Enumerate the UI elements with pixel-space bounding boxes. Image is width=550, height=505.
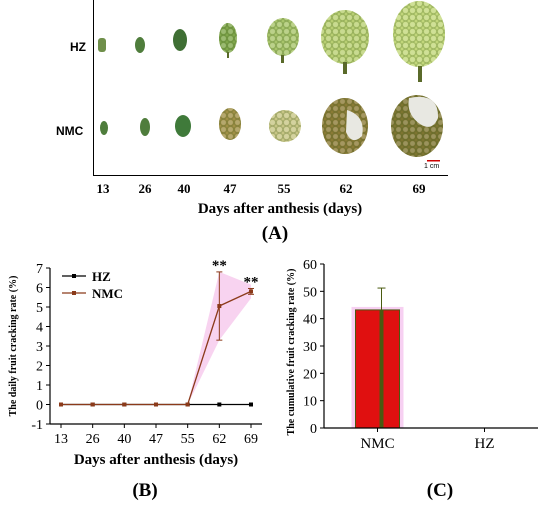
nmc-fruit-day-69 [391,95,443,157]
bar-nmc [355,309,400,429]
hz-fruit-day-62 [321,10,369,74]
row-label-hz: HZ [70,40,86,54]
fruit-photo-grid [98,1,445,162]
scale-bar-label: 1 cm [424,163,440,170]
y-tick-label: 4 [36,321,43,336]
hz-fruit-day-13 [98,38,106,52]
panel-a-label: (A) [261,223,289,244]
y-tick-label: 1 [36,379,43,394]
panel-a-xlabel: Days after anthesis (days) [197,201,363,217]
y-tick-label: 30 [303,340,317,355]
day-label-55: 55 [277,181,291,196]
day-label-47: 47 [223,181,237,196]
data-point-nmc [217,304,222,309]
scale-bar [427,160,440,162]
data-point-hz [217,402,222,407]
row-label-nmc: NMC [56,124,84,138]
data-point-nmc [185,402,190,407]
x-tick-label: 69 [244,432,258,447]
day-label-69: 69 [412,181,426,196]
x-tick-label: 40 [117,432,131,447]
nmc-fruit-day-55 [269,110,301,142]
y-tick-label: 6 [36,282,43,297]
nmc-fruit-day-13 [100,121,108,135]
panel-a-photo-frame [93,0,448,176]
x-tick-label: 47 [149,432,163,447]
legend-label-hz: HZ [92,269,111,284]
y-tick-label: 40 [303,313,317,328]
hz-fruit-day-55 [267,18,299,63]
y-tick-label: 0 [36,399,43,414]
y-tick-label: -1 [31,418,43,433]
hz-fruit-day-26 [135,37,145,53]
significance-marker: ** [244,274,259,290]
y-tick-label: 0 [310,422,317,437]
legend-marker-nmc [72,291,76,295]
x-tick-label: 55 [181,432,195,447]
y-axis-title: The daily fruit cracking rate (%) [8,276,19,417]
y-tick-label: 10 [303,395,317,410]
hz-fruit-day-40 [173,29,187,51]
y-tick-label: 2 [36,360,43,375]
x-tick-label: 26 [86,432,100,447]
y-tick-label: 50 [303,285,317,300]
data-point-nmc [154,402,158,407]
nmc-fruit-day-62 [322,98,368,154]
significance-marker: ** [212,258,227,274]
y-tick-label: 3 [36,340,43,355]
data-point-nmc [122,402,127,407]
hz-fruit-day-47 [219,23,237,58]
panel-b-label: (B) [132,480,158,501]
panel-c-label: (C) [426,480,454,501]
y-tick-label: 20 [303,367,317,382]
legend-marker-hz [72,274,76,278]
x-axis-title: Days after anthesis (days) [74,452,238,468]
x-tick-label: 13 [54,432,68,447]
x-tick-label: NMC [360,436,394,452]
data-point-nmc [59,402,63,407]
x-tick-label: 62 [212,432,226,447]
day-label-26: 26 [138,181,152,196]
data-point-hz [249,402,253,407]
day-label-13: 13 [96,181,110,196]
data-point-nmc [249,289,253,294]
cumulative-cracking-chart: 0 10 20 30 40 50 60 NMC HZ The cumulative fruit c… [286,258,538,452]
x-tick-label: HZ [475,436,495,452]
y-tick-label: 5 [36,301,43,316]
y-axis-title: The cumulative fruit cracking rate (%) [286,269,297,436]
daily-cracking-chart: -1 0 1 2 3 4 5 6 7 13 26 40 47 55 62 69 ** ** HZ NMC The dai… [8,258,262,468]
nmc-fruit-day-40 [175,115,191,137]
hz-fruit-day-69 [393,1,445,82]
legend-label-nmc: NMC [92,286,123,301]
day-label-40: 40 [177,181,191,196]
y-tick-label: 7 [36,262,43,277]
day-label-62: 62 [339,181,353,196]
y-tick-label: 60 [303,258,317,273]
data-point-nmc [90,402,95,407]
nmc-fruit-day-26 [140,118,150,136]
nmc-fruit-day-47 [219,108,241,140]
